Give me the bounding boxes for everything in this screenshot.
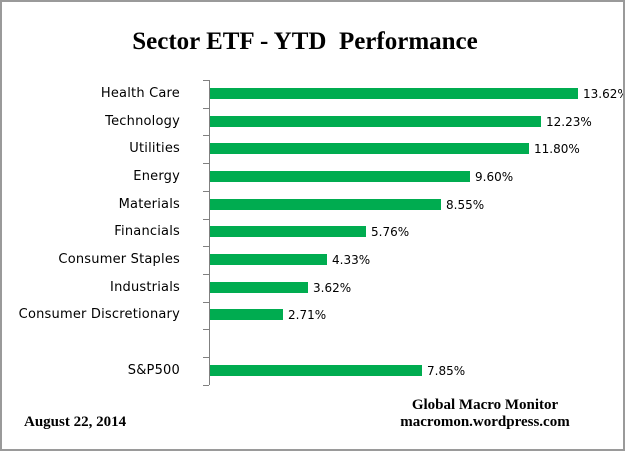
- bar: [210, 171, 470, 182]
- bar: [210, 309, 283, 320]
- category-label: Financials: [114, 224, 180, 239]
- axis-tick: [203, 385, 209, 386]
- bar: [210, 88, 578, 99]
- value-label: 4.33%: [332, 253, 371, 267]
- axis-tick: [203, 302, 209, 303]
- axis-tick: [203, 219, 209, 220]
- bar: [210, 282, 308, 293]
- value-label: 3.62%: [313, 281, 352, 295]
- axis-tick: [203, 329, 209, 330]
- bar: [210, 116, 541, 127]
- value-label: 5.76%: [371, 225, 410, 239]
- bar: [210, 199, 441, 210]
- axis-tick: [203, 80, 209, 81]
- category-axis-line: [209, 80, 210, 385]
- axis-tick: [203, 163, 209, 164]
- category-label: Consumer Staples: [58, 252, 180, 267]
- axis-tick: [203, 357, 209, 358]
- category-label: Energy: [133, 169, 180, 184]
- chart-title: Sector ETF - YTD Performance: [132, 28, 478, 55]
- footer-source-line2: macromon.wordpress.com: [400, 414, 570, 430]
- category-label: Industrials: [110, 280, 180, 295]
- value-label: 9.60%: [475, 170, 514, 184]
- category-label: S&P500: [127, 363, 180, 378]
- value-label: 12.23%: [546, 115, 592, 129]
- footer-source: Global Macro Monitor macromon.wordpress.…: [385, 397, 585, 431]
- value-label: 8.55%: [446, 198, 485, 212]
- axis-tick: [203, 108, 209, 109]
- bar: [210, 143, 529, 154]
- value-label: 13.62%: [583, 87, 625, 101]
- bar: [210, 365, 422, 376]
- axis-tick: [203, 191, 209, 192]
- value-label: 7.85%: [427, 364, 466, 378]
- bar: [210, 254, 327, 265]
- category-label: Technology: [105, 114, 180, 129]
- footer-source-line1: Global Macro Monitor: [411, 397, 559, 413]
- axis-tick: [203, 274, 209, 275]
- category-label: Materials: [118, 197, 180, 212]
- axis-tick: [203, 135, 209, 136]
- value-label: 11.80%: [534, 142, 580, 156]
- axis-tick: [203, 246, 209, 247]
- value-label: 2.71%: [288, 308, 327, 322]
- bar: [210, 226, 366, 237]
- category-label: Consumer Discretionary: [18, 307, 180, 322]
- category-label: Health Care: [100, 86, 180, 101]
- category-label: Utilities: [129, 141, 180, 156]
- footer-date: August 22, 2014: [24, 414, 127, 430]
